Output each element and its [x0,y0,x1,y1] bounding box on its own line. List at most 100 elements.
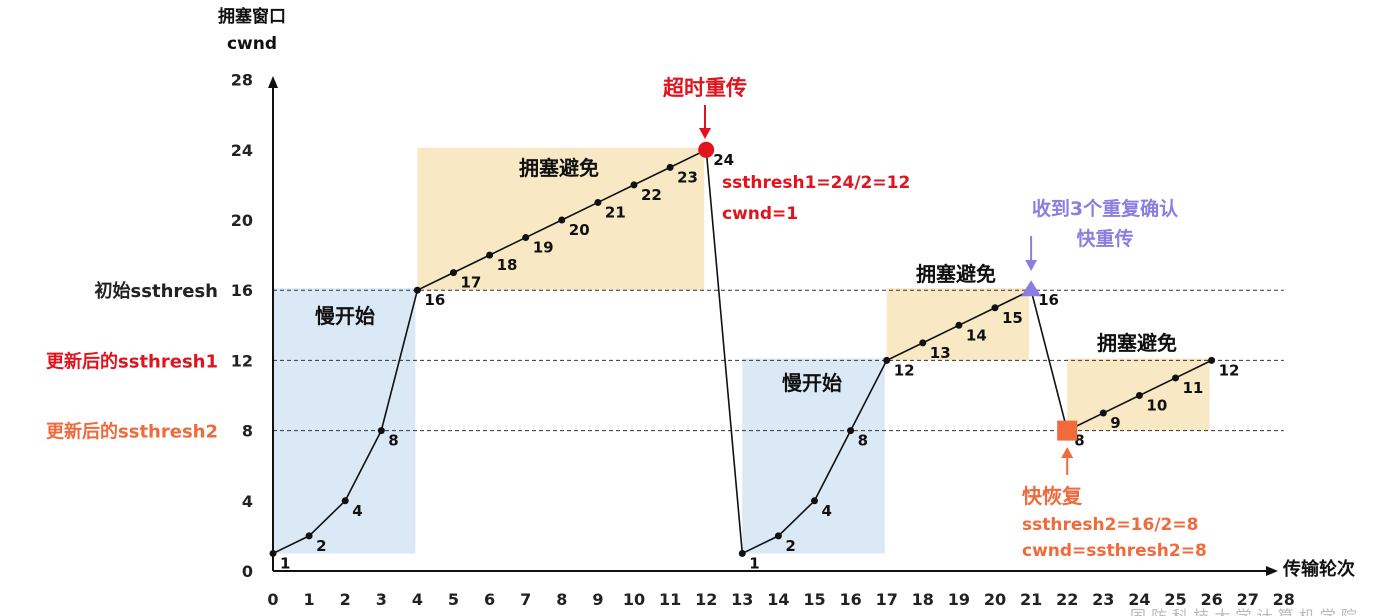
threshold-label: 初始ssthresh [95,280,218,302]
data-label: 10 [1146,397,1167,415]
x-tick-label: 15 [803,590,825,609]
x-tick-label: 23 [1092,590,1114,609]
data-label: 20 [569,221,590,239]
x-tick-label: 4 [412,590,423,609]
threshold-lines: 初始ssthresh 更新后的ssthresh1 更新后的ssthresh2 [46,280,1284,443]
data-label: 4 [822,502,832,520]
data-point [305,532,313,540]
data-label: 16 [1038,291,1059,309]
data-point [630,181,638,189]
region-label: 慢开始 [782,371,842,395]
x-tick-label: 14 [767,590,789,609]
data-label: 8 [1074,432,1084,450]
x-tick-label: 22 [1056,590,1078,609]
data-point [377,427,385,435]
data-label: 19 [533,239,554,257]
dupack-marker [1021,280,1042,297]
threshold-label: 更新后的ssthresh2 [46,421,218,443]
data-label: 14 [966,326,987,344]
data-label: 16 [424,291,445,309]
x-tick-label: 21 [1020,590,1042,609]
x-tick-label: 2 [340,590,351,609]
x-tick-label: 1 [304,590,315,609]
region-box [273,288,416,554]
fast-recovery-ssthresh: ssthresh2=16/2=8 [1022,515,1198,535]
data-label: 8 [858,432,868,450]
data-point [486,251,494,259]
x-axis-arrow [1266,566,1278,576]
data-point [341,497,349,505]
data-point [450,269,457,277]
data-label: 12 [1219,361,1240,379]
data-label: 21 [605,203,626,221]
region-label: 拥塞避免 [916,262,996,286]
data-label: 1 [280,554,290,572]
dupack-title: 收到3个重复确认 [1032,197,1178,220]
data-point [594,198,602,206]
data-point [522,234,530,242]
series: 1248161718192021222324124812131415168910… [269,146,1240,572]
fast-recovery-arrowhead [1061,447,1074,458]
x-tick-label: 3 [376,590,387,609]
region-box [742,358,885,554]
x-tick-label: 6 [484,590,495,609]
annotations: 超时重传 ssthresh1=24/2=12 cwnd=1 收到3个重复确认快重传快恢… [663,76,1357,616]
data-label: 8 [388,432,398,450]
data-label: 2 [785,537,795,555]
threshold-label: 更新后的ssthresh1 [46,350,218,372]
data-label: 12 [894,361,915,379]
x-tick-label: 16 [839,590,861,609]
data-label: 1 [749,554,759,572]
data-label: 11 [1183,379,1204,397]
x-tick-label: 20 [984,590,1006,609]
x-tick-label: 8 [556,590,567,609]
y-tick-label: 28 [231,71,253,90]
timeout-cwnd: cwnd=1 [722,204,798,224]
data-label: 24 [713,151,734,169]
y-axis-title-cwnd: cwnd [227,34,277,54]
y-tick-label: 12 [231,351,253,370]
data-label: 22 [641,186,662,204]
y-tick-label: 8 [242,422,253,441]
x-tick-label: 10 [623,590,645,609]
data-point [883,356,891,364]
y-tick-label: 4 [242,492,253,511]
timeout-drop-line [705,149,744,554]
data-point [1172,374,1179,382]
x-tick-label: 0 [267,590,278,609]
data-label: 18 [497,256,518,274]
data-point [1135,392,1143,399]
x-tick-label: 12 [695,590,717,609]
watermark: 国 防 科 技 大 学 计 算 机 学 院 [1130,607,1357,616]
data-label: 9 [1110,414,1120,432]
y-tick-label: 20 [231,211,253,230]
y-axis-title: 拥塞窗口 [218,6,286,27]
x-tick-label: 11 [659,590,681,609]
data-label: 17 [461,274,482,292]
dupack-subtitle: 快重传 [1076,227,1133,250]
fast-recovery-title: 快恢复 [1022,484,1083,508]
x-tick-label: 27 [1237,590,1259,609]
data-label: 13 [930,344,951,362]
x-axis-title: 传输轮次 [1282,558,1355,580]
data-point [413,286,421,294]
x-tick-label: 5 [448,590,459,609]
data-point [811,497,818,505]
y-axis-arrow [268,76,278,88]
region-label: 拥塞避免 [1097,331,1177,355]
data-point [991,304,999,312]
y-tick-label: 24 [231,141,253,160]
data-point [1208,356,1216,364]
x-tick-label: 24 [1128,590,1150,609]
data-point [1099,409,1107,417]
y-tick-label: 16 [231,281,253,300]
x-tick-label: 17 [876,590,898,609]
data-label: 15 [1002,309,1023,327]
data-label: 2 [316,537,326,555]
data-point [269,549,277,557]
region-label: 慢开始 [315,304,375,328]
x-tick-label: 26 [1200,590,1222,609]
